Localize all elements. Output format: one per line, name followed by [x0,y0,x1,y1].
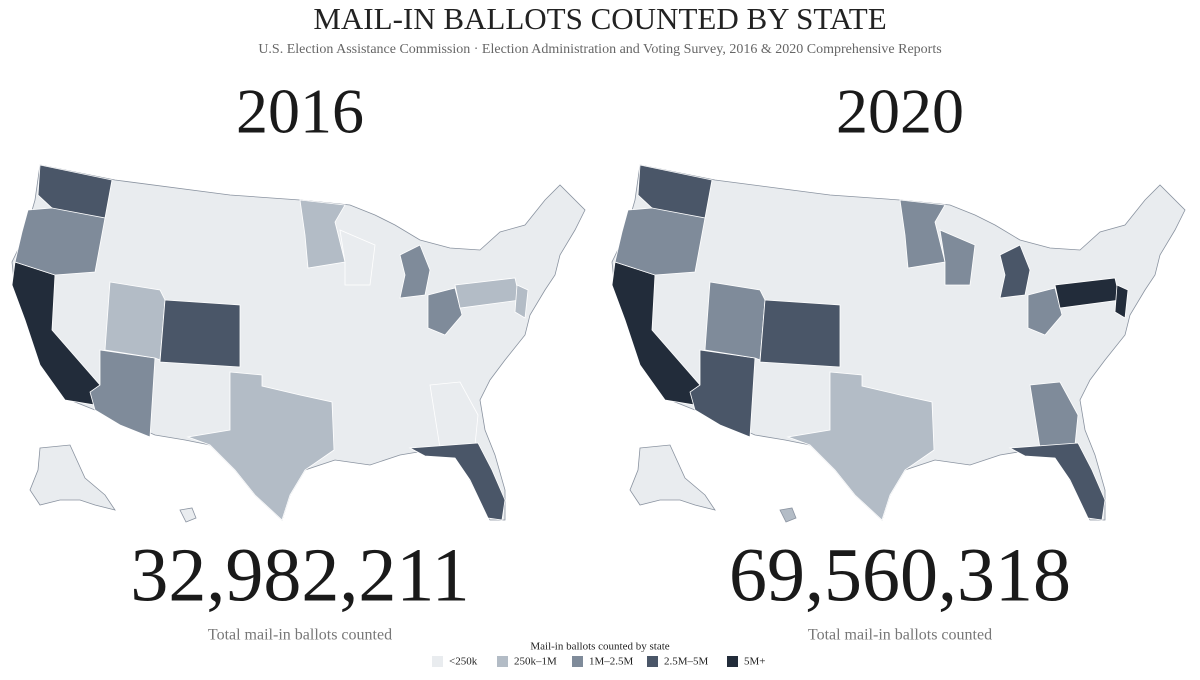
legend-label: 1M–2.5M [589,656,634,668]
subtitle: U.S. Election Assistance Commission · El… [258,42,941,57]
state [159,299,241,368]
legend-swatch [727,656,738,667]
state [1114,284,1129,319]
state [939,229,976,286]
legend-swatch [647,656,658,667]
map-panel: 2020 69,560,318 Total mail-in ballots coun… [611,76,1186,644]
legend-label: 5M+ [744,656,765,668]
state [186,371,335,521]
year: 2016 [236,76,364,147]
state [408,442,506,521]
state [1027,287,1063,336]
state [786,371,935,521]
alaska [29,444,116,511]
legend: <250k 250k–1M 1M–2.5M 2.5M–5M 5M+ [432,656,765,668]
total: 32,982,211 [130,533,469,617]
alaska [629,444,716,511]
map-panel: 2016 32,982,211 Total mail-in ballots coun… [11,76,586,644]
state [1008,442,1106,521]
legend-label: 2.5M–5M [664,656,709,668]
state [339,229,376,286]
state [704,281,766,361]
state [11,261,101,406]
total: 69,560,318 [729,533,1071,617]
maps: 2016 32,982,211 Total mail-in ballots coun… [11,76,1186,644]
title: MAIL-IN BALLOTS COUNTED BY STATE [313,1,886,36]
state [14,207,106,276]
legend-swatch [572,656,583,667]
total-label: Total mail-in ballots counted [208,627,392,644]
year: 2020 [836,76,964,147]
state [429,381,479,449]
state [899,199,946,269]
hawaii [179,507,197,523]
legend-label: <250k [449,656,478,668]
state [514,284,529,319]
hawaii [779,507,797,523]
state [427,287,463,336]
state [689,349,756,438]
state [104,281,166,361]
state [89,349,156,438]
state [611,261,701,406]
legend-title: Mail-in ballots counted by state [530,641,669,653]
legend-swatch [432,656,443,667]
state [999,244,1031,299]
state [399,244,431,299]
state [1029,381,1079,449]
state [614,207,706,276]
state [299,199,346,269]
total-label: Total mail-in ballots counted [808,627,992,644]
legend-label: 250k–1M [514,656,557,668]
legend-swatch [497,656,508,667]
state [759,299,841,368]
